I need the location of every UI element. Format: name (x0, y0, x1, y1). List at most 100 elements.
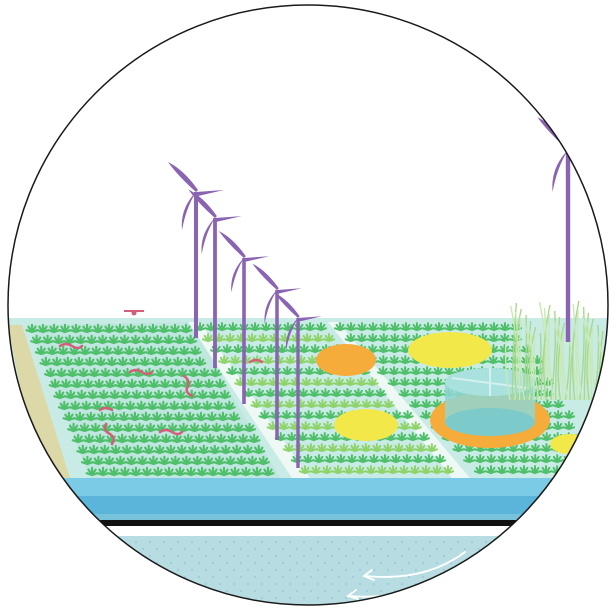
crop-plant (253, 388, 266, 398)
reed-stem (554, 316, 561, 401)
crop-plant (96, 334, 110, 345)
crop-plant (421, 322, 435, 332)
crop-plant (78, 345, 92, 356)
crop-plant (135, 455, 149, 466)
crop-plant (375, 465, 389, 475)
crop-plant (304, 443, 317, 453)
crop-plant (123, 400, 137, 411)
crop-plant (57, 400, 71, 411)
crop-plant (308, 388, 321, 398)
crop-plant (62, 411, 76, 422)
crop-plant (208, 444, 222, 455)
crop-plant (353, 465, 367, 475)
crop-plant (366, 333, 379, 343)
crop-plant (213, 378, 227, 389)
crop-plant (443, 322, 457, 332)
crop-plant (173, 466, 187, 477)
crop-plant (484, 465, 498, 475)
crop-plant (363, 388, 376, 398)
crop-plant (280, 410, 293, 420)
crop-plant (498, 333, 511, 343)
crop-plant (406, 432, 419, 442)
crop-plant (476, 322, 490, 332)
crop-plant (529, 443, 542, 453)
crop-plant (551, 421, 565, 431)
crop-plant (159, 433, 173, 444)
crop-plant (146, 323, 160, 334)
crop-plant (431, 377, 444, 387)
reed-stem (519, 317, 526, 401)
crop-plant (134, 400, 148, 411)
crop-plant (539, 465, 553, 475)
crop-plant (506, 465, 520, 475)
reed-stem (514, 308, 522, 401)
crop-plant (399, 322, 413, 332)
crop-plant (118, 334, 132, 345)
crop-plant (366, 377, 379, 387)
crop-plant (96, 466, 110, 477)
crop-plant (388, 355, 401, 365)
crop-plant (463, 443, 476, 453)
crop-plant (87, 367, 101, 378)
circle-frame (7, 4, 609, 606)
reed-stem (583, 312, 590, 401)
crop-plant (371, 399, 384, 409)
crop-plant (188, 345, 202, 356)
crop-plant (419, 465, 433, 475)
crop-plant (91, 323, 105, 334)
crop-plant (367, 454, 381, 464)
crop-plant (420, 399, 433, 409)
crop-plant (226, 366, 239, 376)
crop-plant (157, 323, 171, 334)
crop-plant (223, 333, 237, 343)
crop-plant (344, 377, 357, 387)
crop-plant (168, 323, 182, 334)
crop-plant (138, 356, 152, 367)
crop-plant (420, 377, 433, 387)
crop-plant (298, 344, 311, 354)
crop-plant (338, 399, 351, 409)
crop-plant (392, 443, 405, 453)
crop-plant (186, 367, 200, 378)
crop-plant (320, 465, 334, 475)
crop-plant (411, 454, 425, 464)
crop-plant (211, 400, 225, 411)
crop-plant (139, 411, 153, 422)
crop-plant (388, 344, 401, 354)
crop-plant (193, 322, 207, 332)
crop-plant (194, 411, 208, 422)
crop-plant (563, 410, 576, 420)
crop-plant (193, 356, 207, 367)
crop-plant (384, 432, 397, 442)
crop-plant (366, 322, 380, 332)
crop-plant (300, 377, 313, 387)
crop-plant (167, 400, 181, 411)
reed-stem (586, 321, 593, 401)
crop-plant (348, 443, 361, 453)
crop-plant (115, 433, 129, 444)
crop-plant (551, 454, 564, 464)
crop-plant (322, 377, 335, 387)
crop-plant (118, 466, 132, 477)
crop-plant (256, 455, 270, 466)
crop-plant (199, 422, 213, 433)
crop-plant (228, 466, 242, 477)
crop-plant (275, 388, 288, 398)
crop-plant (113, 323, 127, 334)
crop-plant (85, 466, 99, 477)
crop-plant (54, 367, 68, 378)
crop-plant (252, 444, 266, 455)
wind-turbine (168, 162, 224, 338)
crop-plant (414, 443, 427, 453)
crop-plant (352, 388, 365, 398)
crop-plant (157, 455, 171, 466)
canal-gap (8, 526, 608, 536)
crop-plant (120, 444, 134, 455)
crop-plant (146, 455, 160, 466)
crop-plant (179, 323, 193, 334)
crop-plant (166, 345, 180, 356)
canal-top (8, 478, 608, 496)
crop-plant (422, 454, 436, 464)
crop-plant (518, 443, 531, 453)
crop-plant (540, 432, 553, 442)
